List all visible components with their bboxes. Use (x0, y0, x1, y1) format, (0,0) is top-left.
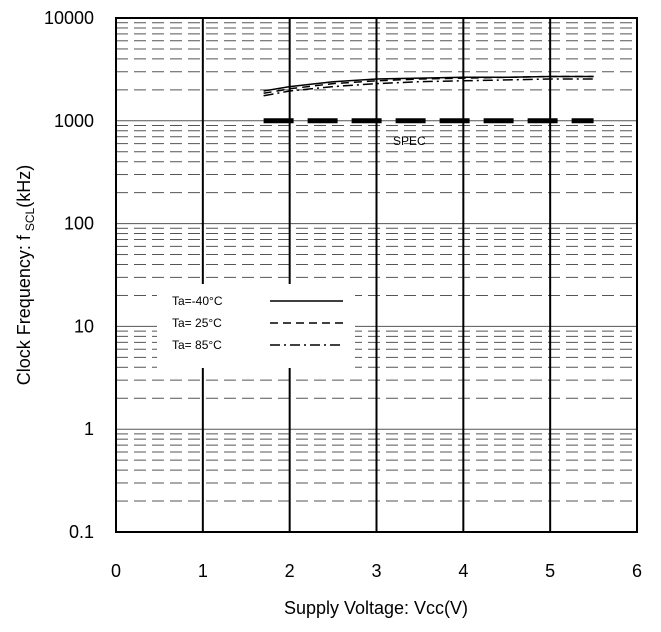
grid (116, 18, 637, 532)
series-line-3 (263, 78, 594, 97)
y-axis-title-subscript: SCL (23, 207, 37, 231)
legend-label: Ta= 85°C (172, 338, 222, 352)
y-tick-label: 10000 (44, 8, 94, 28)
legend-box (157, 284, 355, 368)
x-axis-title: Supply Voltage: Vcc(V) (284, 598, 468, 618)
spec-label: SPEC (393, 134, 426, 148)
y-tick-label: 100 (64, 214, 94, 234)
x-tick-label: 5 (545, 561, 555, 581)
y-tick-label: 1000 (54, 111, 94, 131)
y-axis-title-main: Clock Frequency: f (14, 234, 34, 385)
legend: Ta=-40°C Ta= 25°C Ta= 85°C (172, 294, 343, 352)
x-tick-label: 4 (458, 561, 468, 581)
y-axis-title: Clock Frequency: f SCL(kHz) (14, 165, 37, 385)
legend-label: Ta= 25°C (172, 316, 222, 330)
series-line-2 (263, 75, 594, 95)
spec-line-group: SPEC (263, 118, 594, 148)
series-line-1 (263, 75, 594, 92)
x-tick-label: 1 (198, 561, 208, 581)
x-tick-label: 3 (371, 561, 381, 581)
plot-frame (115, 17, 638, 533)
series-group (263, 75, 594, 97)
x-tick-label: 0 (111, 561, 121, 581)
tick-labels: 0 1 2 3 4 5 6 0.1 1 10 100 1000 10000 (44, 8, 642, 581)
x-tick-label: 6 (632, 561, 642, 581)
y-tick-label: 10 (74, 316, 94, 336)
legend-label: Ta=-40°C (172, 294, 223, 308)
y-tick-label: 0.1 (69, 522, 94, 542)
x-tick-label: 2 (285, 561, 295, 581)
y-axis-title-unit: (kHz) (14, 165, 34, 208)
y-tick-label: 1 (84, 419, 94, 439)
